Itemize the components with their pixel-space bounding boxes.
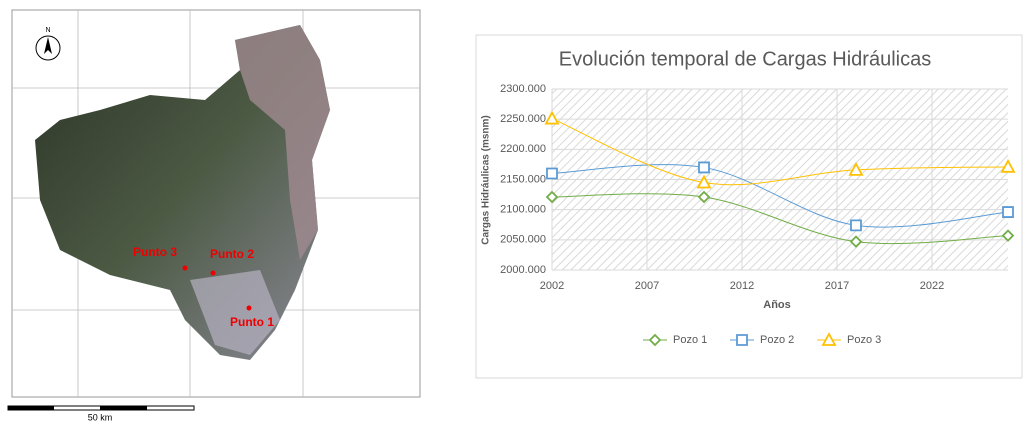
marker (546, 167, 558, 180)
chart-title: Evolución temporal de Cargas Hidráulicas (559, 48, 931, 70)
marker (1002, 206, 1014, 218)
y-tick-label: 2200.000 (500, 143, 546, 155)
x-axis-label: Años (763, 299, 791, 311)
y-tick-label: 2050.000 (500, 234, 546, 246)
x-tick-label: 2002 (540, 280, 564, 292)
x-tick-label: 2012 (730, 280, 754, 292)
y-tick-label: 2300.000 (500, 83, 546, 95)
marker (849, 235, 863, 248)
point-label: Punto 2 (210, 247, 254, 261)
marker (697, 190, 711, 204)
marker (698, 161, 710, 174)
series-line (551, 164, 1009, 228)
plot: 2000.000 2050.000 2100.000 2150.000 2200.000… (500, 83, 1016, 347)
urban (190, 270, 280, 355)
marker (1000, 158, 1016, 173)
x-tick-label: 2022 (920, 280, 944, 292)
marker (1001, 229, 1015, 242)
legend-label: Pozo 3 (847, 334, 881, 346)
legend-marker (736, 334, 748, 346)
point-label: Punto 1 (230, 315, 274, 329)
legend-marker (648, 333, 662, 347)
marker (544, 110, 560, 125)
y-tick-label: 2000.000 (500, 264, 546, 276)
legend-label: Pozo 1 (673, 334, 707, 346)
map: N Punto 1 Punto 2 Punto 3 50 km (7, 9, 421, 422)
north-label: N (45, 27, 50, 34)
y-tick-label: 2100.000 (500, 204, 546, 216)
marker (545, 190, 559, 204)
point-label: Punto 3 (133, 245, 177, 259)
y-tick-label: 2150.000 (500, 173, 546, 185)
y-tick-label: 2250.000 (500, 113, 546, 125)
legend-marker (821, 332, 837, 346)
marker (848, 161, 864, 176)
series-line (551, 193, 1009, 245)
marker (696, 174, 712, 189)
series-line (551, 118, 1009, 186)
y-axis-label: Cargas Hidráulicas (msnm) (481, 115, 492, 245)
x-tick-label: 2017 (825, 280, 849, 292)
x-tick-label: 2007 (635, 280, 659, 292)
scale-label: 50 km (88, 412, 113, 422)
marker (850, 219, 862, 232)
region-east (235, 25, 330, 260)
legend-label: Pozo 2 (760, 334, 794, 346)
